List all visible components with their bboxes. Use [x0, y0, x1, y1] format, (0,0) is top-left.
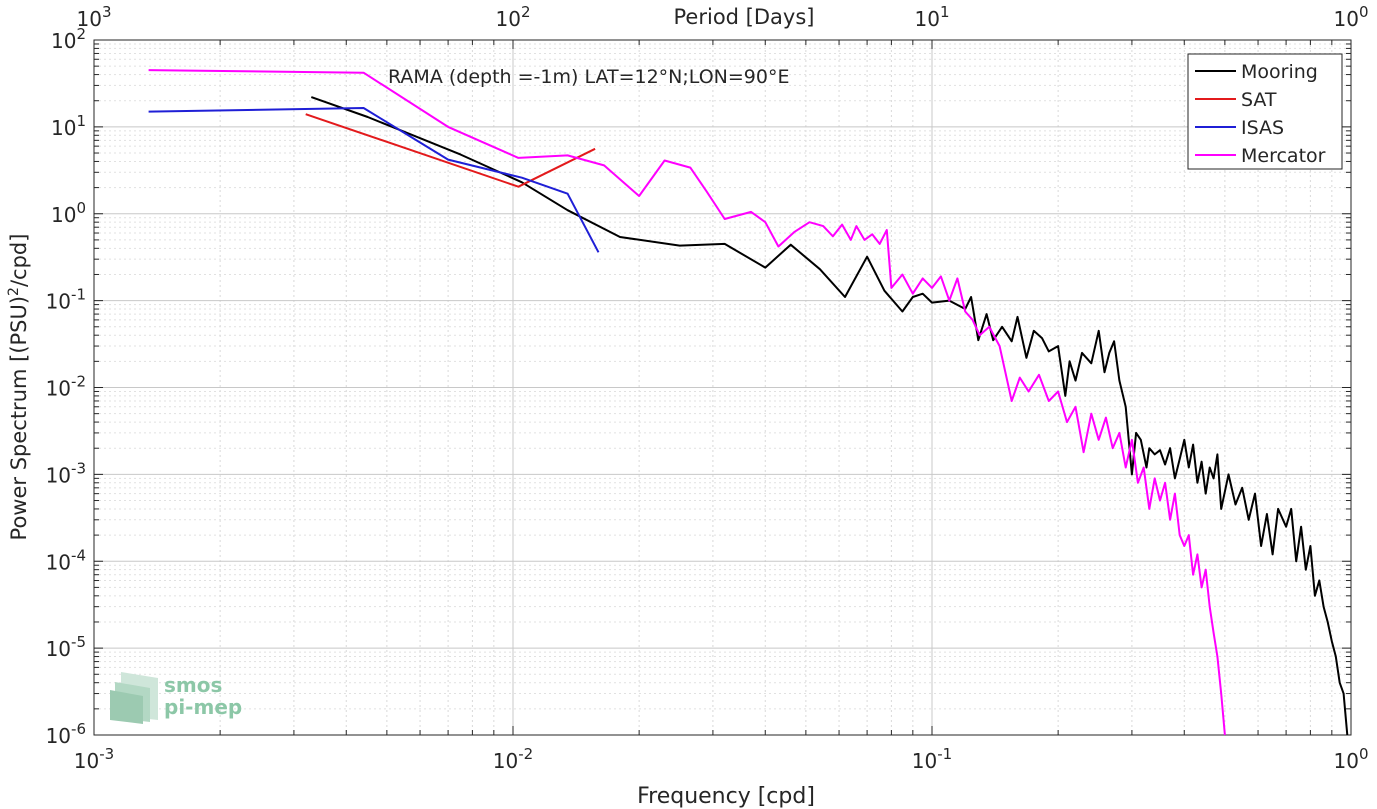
top-tick-label: 101: [915, 3, 950, 31]
top-tick-label-base: 10: [915, 7, 940, 31]
x-tick-label: 10-3: [74, 745, 114, 773]
top-tick-label-base: 10: [1334, 7, 1359, 31]
logo-text-pi-mep: pi-mep: [164, 695, 242, 719]
x-tick-label: 10-2: [493, 745, 533, 773]
y-tick-label: 10-3: [46, 459, 86, 487]
x-tick-label-exponent: -2: [518, 745, 533, 763]
y-tick-label: 10-5: [46, 633, 86, 661]
y-tick-label-base: 10: [46, 550, 71, 574]
logo-wave-front: [110, 690, 143, 724]
y-axis-label-tail: /cpd]: [7, 234, 31, 287]
y-tick-label-exponent: 1: [76, 112, 86, 130]
x-tick-label-base: 10: [74, 749, 99, 773]
y-tick-label-base: 10: [51, 29, 76, 53]
y-tick-label: 10-6: [46, 720, 86, 748]
x-tick-label: 100: [1334, 745, 1369, 773]
series-line-isas: [148, 107, 600, 253]
series-line-mercator: [148, 69, 1226, 736]
top-tick-label-exponent: 1: [940, 3, 950, 21]
y-tick-label: 102: [51, 25, 86, 53]
series-line-mooring: [310, 96, 1349, 736]
y-tick-label-base: 10: [51, 116, 76, 140]
y-tick-label-base: 10: [46, 377, 71, 401]
top-tick-label-exponent: 2: [521, 3, 531, 21]
legend-items: Mooring SAT ISAS Mercator: [1195, 61, 1326, 167]
y-tick-label: 100: [51, 199, 86, 227]
grid-lines: [93, 39, 1352, 736]
y-tick-label-base: 10: [46, 463, 71, 487]
y-tick-label: 10-2: [46, 373, 86, 401]
x-tick-label-base: 10: [493, 749, 518, 773]
legend-label-mooring: Mooring: [1241, 61, 1318, 83]
y-axis-label: Power Spectrum [(PSU)2/cpd]: [6, 234, 31, 541]
logo-text-smos: smos: [164, 673, 222, 697]
top-tick-label: 100: [1334, 3, 1369, 31]
smos-pi-mep-logo: smos pi-mep: [110, 672, 242, 724]
chart-title: RAMA (depth =-1m) LAT=12°N;LON=90°E: [388, 66, 789, 88]
x-tick-label-exponent: 0: [1359, 745, 1369, 763]
top-tick-label-exponent: 0: [1359, 3, 1369, 21]
x-axis-label: Frequency [cpd]: [637, 784, 815, 809]
y-tick-label: 10-1: [46, 286, 86, 314]
y-tick-label: 10-4: [46, 546, 86, 574]
axis-ticks: [93, 39, 1352, 736]
y-tick-label-base: 10: [46, 637, 71, 661]
y-tick-label-exponent: -4: [71, 546, 86, 564]
y-tick-label-exponent: -1: [71, 286, 86, 304]
top-tick-label: 103: [77, 3, 112, 31]
legend-label-isas: ISAS: [1241, 117, 1284, 139]
y-tick-label-exponent: 0: [76, 199, 86, 217]
y-axis-label-sup: 2: [6, 287, 22, 296]
x-tick-label-exponent: -1: [937, 745, 952, 763]
legend: Mooring SAT ISAS Mercator: [1187, 53, 1343, 170]
y-tick-label-exponent: 2: [76, 25, 86, 43]
y-tick-label-base: 10: [51, 203, 76, 227]
top-tick-label-base: 10: [77, 7, 102, 31]
x-tick-label-exponent: -3: [99, 745, 114, 763]
top-axis-label: Period [Days]: [674, 5, 815, 29]
series-line-sat: [305, 113, 596, 188]
top-tick-label-exponent: 3: [102, 3, 112, 21]
y-tick-label: 101: [51, 112, 86, 140]
y-tick-label-exponent: -3: [71, 459, 86, 477]
top-tick-label: 102: [496, 3, 531, 31]
y-axis-label-main: Power Spectrum [(PSU): [7, 296, 31, 541]
y-tick-label-base: 10: [46, 724, 71, 748]
top-tick-label-base: 10: [496, 7, 521, 31]
series-lines: [148, 69, 1349, 736]
y-tick-label-exponent: -6: [71, 720, 86, 738]
legend-label-sat: SAT: [1241, 89, 1277, 111]
legend-label-mercator: Mercator: [1241, 145, 1326, 167]
legend-box: [1187, 53, 1343, 170]
y-tick-label-exponent: -2: [71, 373, 86, 391]
x-tick-label-base: 10: [1334, 749, 1359, 773]
x-tick-label: 10-1: [912, 745, 952, 773]
x-tick-label-base: 10: [912, 749, 937, 773]
y-tick-label-exponent: -5: [71, 633, 86, 651]
y-tick-label-base: 10: [46, 290, 71, 314]
